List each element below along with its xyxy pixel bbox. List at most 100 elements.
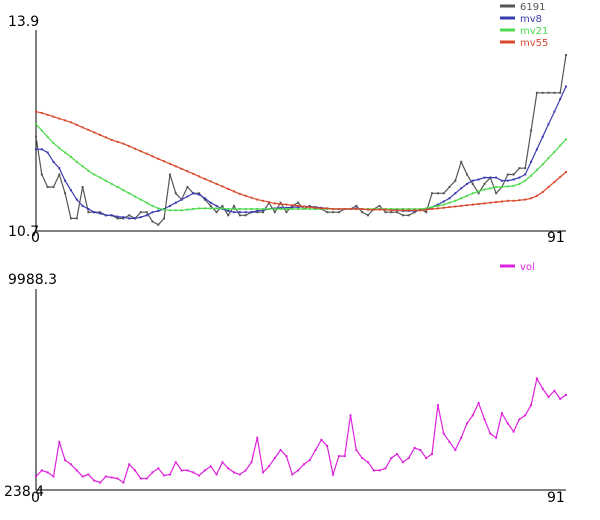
bottom-series-point-vol <box>40 469 43 472</box>
top-series-point-mv21 <box>35 123 37 126</box>
top-series-point-mv21 <box>169 209 171 212</box>
top-series-point-mv55 <box>530 197 533 200</box>
top-series-point-mv21 <box>64 151 67 154</box>
top-series-point-mv55 <box>565 171 567 173</box>
top-series-point-mv55 <box>52 115 55 118</box>
top-series-point-mv55 <box>221 185 224 188</box>
top-series-point-6191 <box>273 211 276 214</box>
top-series-point-6191 <box>99 211 102 214</box>
top-series-point-mv55 <box>512 199 515 202</box>
bottom-series-point-vol <box>116 477 119 480</box>
top-series-point-mv8 <box>215 204 218 207</box>
top-series-point-6191 <box>401 214 404 217</box>
top-series-point-6191 <box>145 211 148 214</box>
top-series-point-6191 <box>256 211 259 214</box>
top-series-point-6191 <box>87 211 90 214</box>
top-series-point-mv21 <box>238 208 241 210</box>
top-series-point-6191 <box>285 211 288 214</box>
top-series-point-6191 <box>367 214 369 217</box>
top-series-point-6191 <box>553 91 556 94</box>
top-series-point-6191 <box>238 214 241 217</box>
top-series-point-6191 <box>40 173 43 176</box>
top-series-point-mv8 <box>477 178 480 181</box>
bottom-series-point-vol <box>268 465 270 468</box>
bottom-series-point-vol <box>378 469 381 472</box>
top-series-point-mv8 <box>203 197 206 200</box>
top-series-point-mv8 <box>483 176 486 179</box>
bottom-series-point-vol <box>46 471 49 474</box>
top-series-point-mv21 <box>471 192 474 195</box>
top-series-point-mv21 <box>396 208 399 210</box>
top-series-point-mv55 <box>419 209 422 212</box>
top-series-point-mv21 <box>460 197 463 200</box>
top-series-point-mv8 <box>209 201 212 204</box>
bottom-series-point-vol <box>198 474 201 477</box>
top-series-point-6191 <box>174 192 177 195</box>
bottom-series-point-vol <box>524 414 527 417</box>
top-series-point-6191 <box>413 211 416 214</box>
top-series-point-6191 <box>390 211 393 214</box>
top-chart-xmax-label: 91 <box>547 230 565 246</box>
top-series-point-mv21 <box>413 208 416 210</box>
top-series-point-mv8 <box>279 206 282 209</box>
top-series-point-mv21 <box>477 190 480 193</box>
top-series-point-mv21 <box>157 207 160 210</box>
top-series-point-6191 <box>466 173 468 176</box>
top-series-point-mv21 <box>559 144 562 147</box>
top-series-point-mv55 <box>518 199 521 202</box>
top-series-point-mv21 <box>116 186 119 188</box>
top-series-point-mv21 <box>279 208 282 210</box>
bottom-series-point-vol <box>559 397 562 400</box>
top-series-point-mv55 <box>285 203 288 206</box>
top-series-point-6191 <box>524 167 527 170</box>
bottom-series-point-vol <box>495 436 498 439</box>
bottom-series-point-vol <box>565 393 567 396</box>
bottom-series-point-vol <box>541 387 544 390</box>
top-series-point-6191 <box>128 214 131 217</box>
top-series-point-mv21 <box>180 209 183 212</box>
top-series-point-mv8 <box>238 211 241 214</box>
top-series-point-mv8 <box>256 209 259 212</box>
top-series-point-mv55 <box>506 199 509 202</box>
top-series-point-mv55 <box>215 182 218 185</box>
bottom-series-point-vol <box>349 414 352 417</box>
top-series-point-mv55 <box>244 194 247 197</box>
top-series-point-mv55 <box>81 126 84 129</box>
top-series-point-mv21 <box>139 198 142 201</box>
bottom-series-line-vol <box>35 376 567 484</box>
top-series-point-mv21 <box>186 208 189 211</box>
bottom-series-point-vol <box>256 436 259 439</box>
bottom-series-point-vol <box>535 377 538 380</box>
top-series-point-mv8 <box>99 212 102 215</box>
bottom-series-point-vol <box>110 476 113 479</box>
top-series-line-mv8 <box>36 86 567 219</box>
top-series-point-mv55 <box>559 176 562 178</box>
top-series-point-mv8 <box>192 192 195 195</box>
bottom-series-point-vol <box>151 471 154 474</box>
top-series-point-6191 <box>163 217 166 220</box>
bottom-series-point-vol <box>355 449 358 451</box>
top-series-point-mv55 <box>466 204 468 207</box>
bottom-chart-series-group <box>35 376 567 484</box>
bottom-series-point-vol <box>471 414 474 417</box>
top-series-point-6191 <box>448 186 451 188</box>
bottom-series-point-vol <box>466 422 468 425</box>
top-series-point-mv21 <box>221 207 224 210</box>
top-series-point-mv8 <box>75 198 78 201</box>
bottom-series-point-vol <box>139 477 142 480</box>
top-series-point-mv55 <box>367 208 369 211</box>
bottom-series-point-vol <box>186 469 189 472</box>
top-series-point-mv8 <box>134 217 136 220</box>
top-legend-label-mv8: mv8 <box>520 14 542 25</box>
top-series-point-mv8 <box>151 211 154 214</box>
bottom-series-point-vol <box>145 477 148 480</box>
top-series-point-6191 <box>518 167 521 170</box>
bottom-series-point-vol <box>104 475 107 478</box>
bottom-series-point-vol <box>297 469 300 472</box>
top-series-point-mv55 <box>256 198 259 201</box>
top-series-point-mv21 <box>215 207 218 210</box>
top-series-point-6191 <box>506 173 509 176</box>
top-series-point-mv55 <box>442 206 445 209</box>
top-series-point-mv55 <box>477 203 480 205</box>
top-series-point-6191 <box>436 192 439 195</box>
